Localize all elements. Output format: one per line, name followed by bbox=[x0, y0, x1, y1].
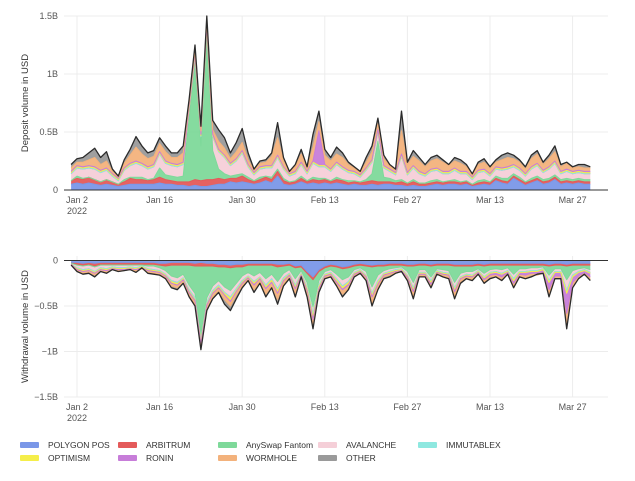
y-tick-label: −0.5B bbox=[34, 301, 58, 311]
line-other bbox=[70, 15, 591, 177]
y-tick-label: 1.5B bbox=[39, 11, 58, 21]
legend-swatch bbox=[218, 442, 237, 448]
line-arbitrum bbox=[71, 262, 591, 281]
x-tick-label: Mar 13 bbox=[476, 195, 504, 205]
x-tick-label: Jan 16 bbox=[146, 402, 173, 412]
x-tick-label: Feb 13 bbox=[311, 402, 339, 412]
legend-swatch bbox=[418, 442, 437, 448]
line-ronin bbox=[70, 263, 591, 344]
legend-item-anyswap-fantom: AnySwap Fantom bbox=[218, 440, 313, 450]
x-tick-label: Feb 13 bbox=[311, 195, 339, 205]
chart-legend: POLYGON POS ARBITRUM AnySwap Fantom AVALANC… bbox=[20, 440, 620, 476]
line-anyswap-fantom bbox=[70, 34, 591, 185]
legend-label: WORMHOLE bbox=[246, 453, 297, 463]
line-optimism bbox=[70, 263, 591, 342]
legend-swatch bbox=[118, 442, 137, 448]
x-tick-label: Jan 2 bbox=[66, 195, 88, 205]
x-tick-label: Mar 27 bbox=[559, 402, 587, 412]
line-wormhole bbox=[70, 21, 591, 178]
x-tick-label: Jan 30 bbox=[229, 195, 256, 205]
legend-swatch bbox=[318, 455, 337, 461]
y-axis-label: Withdrawal volume in USD bbox=[20, 270, 31, 383]
x-tick-label: Jan 30 bbox=[229, 402, 256, 412]
area-ronin bbox=[71, 264, 591, 344]
line-immutablex bbox=[70, 263, 591, 341]
x-tick-sublabel: 2022 bbox=[67, 413, 87, 423]
y-axis-label: Deposit volume in USD bbox=[20, 54, 31, 152]
x-tick-label: Jan 2 bbox=[66, 402, 88, 412]
line-ronin bbox=[70, 24, 591, 179]
legend-swatch bbox=[218, 455, 237, 461]
x-tick-label: Jan 16 bbox=[146, 195, 173, 205]
x-tick-label: Mar 13 bbox=[476, 402, 504, 412]
line-polygon-pos bbox=[71, 175, 591, 187]
legend-label: RONIN bbox=[146, 453, 174, 463]
legend-label: OPTIMISM bbox=[48, 453, 91, 463]
legend-label: AnySwap Fantom bbox=[246, 440, 314, 450]
y-tick-label: 0.5B bbox=[39, 127, 58, 137]
legend-swatch bbox=[20, 442, 39, 448]
legend-label: OTHER bbox=[346, 453, 376, 463]
y-tick-label: −1B bbox=[42, 347, 58, 357]
legend-item-other: OTHER bbox=[318, 453, 376, 463]
legend-swatch bbox=[118, 455, 137, 461]
legend-item-arbitrum: ARBITRUM bbox=[118, 440, 190, 450]
line-arbitrum bbox=[70, 170, 591, 186]
legend-item-polygon-pos: POLYGON POS bbox=[20, 440, 110, 450]
legend-item-immutablex: IMMUTABLEX bbox=[418, 440, 501, 450]
area-wormhole bbox=[71, 21, 591, 179]
y-tick-label: 0 bbox=[53, 256, 58, 266]
y-tick-label: 0 bbox=[53, 185, 58, 195]
legend-label: IMMUTABLEX bbox=[446, 440, 501, 450]
area-anyswap-fantom bbox=[71, 263, 591, 335]
legend-item-wormhole: WORMHOLE bbox=[218, 453, 297, 463]
legend-label: AVALANCHE bbox=[346, 440, 397, 450]
legend-label: POLYGON POS bbox=[48, 440, 110, 450]
legend-item-ronin: RONIN bbox=[118, 453, 173, 463]
line-anyswap-fantom bbox=[70, 262, 591, 335]
x-tick-label: Mar 27 bbox=[559, 195, 587, 205]
area-anyswap-fantom bbox=[71, 34, 591, 186]
legend-label: ARBITRUM bbox=[146, 440, 191, 450]
legend-item-avalanche: AVALANCHE bbox=[318, 440, 396, 450]
legend-swatch bbox=[318, 442, 337, 448]
y-tick-label: −1.5B bbox=[34, 392, 58, 402]
legend-item-optimism: OPTIMISM bbox=[20, 453, 90, 463]
legend-swatch bbox=[20, 455, 39, 461]
x-tick-sublabel: 2022 bbox=[67, 206, 87, 216]
y-tick-label: 1B bbox=[47, 69, 58, 79]
x-tick-label: Feb 27 bbox=[393, 195, 421, 205]
line-other bbox=[70, 264, 591, 351]
x-tick-label: Feb 27 bbox=[393, 402, 421, 412]
area-arbitrum bbox=[71, 171, 591, 187]
line-polygon-pos bbox=[71, 261, 591, 278]
